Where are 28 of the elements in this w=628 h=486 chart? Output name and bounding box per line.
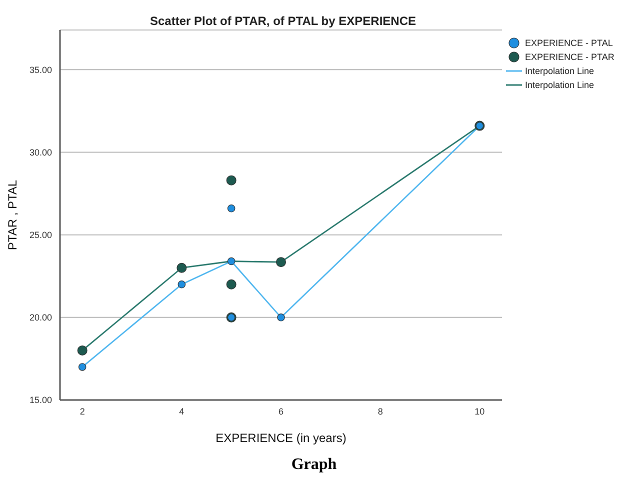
legend-label: EXPERIENCE - PTAR: [525, 52, 614, 62]
y-tick-label: 30.00: [29, 147, 52, 158]
text: Graph: [290, 456, 338, 474]
point: [226, 279, 236, 290]
point: [276, 257, 286, 268]
legend-label: EXPERIENCE - PTAL: [525, 38, 613, 48]
x-tick-label: 10: [474, 406, 485, 416]
x-tick-label: 2: [80, 406, 85, 416]
legend-label: Interpolation Line: [525, 80, 594, 90]
point: [227, 204, 236, 212]
legend-label: Interpolation Line: [525, 66, 594, 76]
point: [277, 314, 285, 322]
point: [77, 345, 88, 356]
y-tick-label: 20.00: [29, 312, 52, 323]
y-tick-label: 35.00: [29, 64, 52, 75]
x-axis-title: EXPERIENCE (in years): [216, 431, 346, 445]
x-tick-label: 6: [278, 406, 284, 416]
y-axis-title: PTAR , PTAL: [5, 180, 20, 250]
x-tick-label: 8: [378, 406, 383, 416]
point: [176, 262, 187, 273]
x-tick-label: 4: [179, 406, 184, 416]
y-tick-label: 25.00: [29, 230, 52, 240]
point: [178, 280, 186, 288]
point: [78, 363, 86, 371]
y-tick-label: 15.00: [29, 395, 52, 406]
point: [226, 175, 236, 186]
point: [227, 257, 236, 266]
chart-title: Scatter Plot of PTAR, of PTAL by EXPERIENCE: [148, 14, 418, 28]
